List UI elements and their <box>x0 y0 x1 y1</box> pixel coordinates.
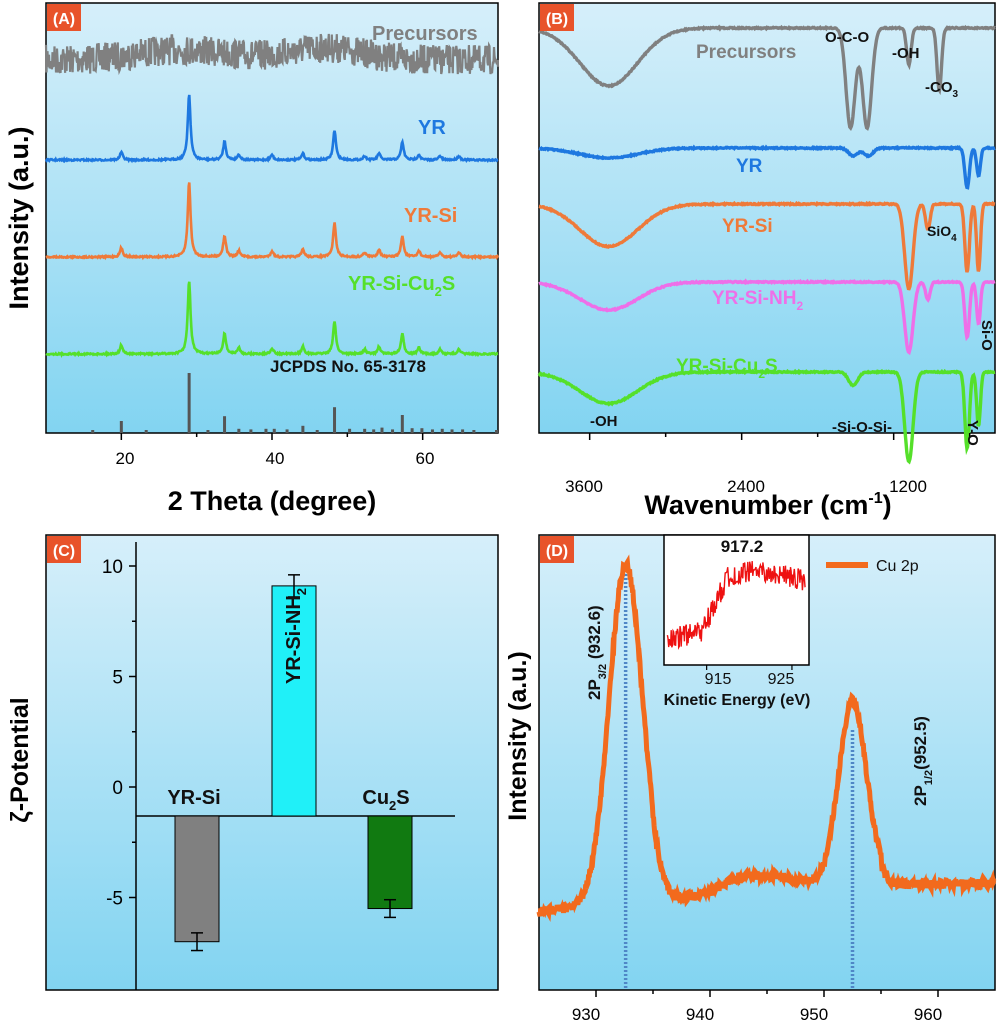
c-ytick-label: 10 <box>102 557 123 578</box>
d-xtick-950: 950 <box>800 1005 828 1024</box>
label-b-oco: O-C-O <box>825 29 869 46</box>
series-a-yr <box>44 94 499 164</box>
series-b-yr-si-nh2 <box>538 278 996 356</box>
panel-b-badge: (B) <box>546 11 568 28</box>
inset-series <box>666 561 806 650</box>
label-b-precursors: Precursors <box>696 42 796 63</box>
panel-a-ticks <box>120 433 424 440</box>
label-c-yr-si: YR-Si <box>167 787 220 809</box>
b-xtick-1200: 1200 <box>889 477 927 496</box>
c-ytick-label: -5 <box>106 889 123 910</box>
d-xtick-940: 940 <box>686 1005 714 1024</box>
inset-xtick-925: 925 <box>768 671 795 688</box>
a-xtick-40: 40 <box>266 449 285 468</box>
inset-xlabel: Kinetic Energy (eV) <box>664 692 811 709</box>
series-b-yr <box>538 144 996 190</box>
panel-a-plot-area <box>45 2 499 434</box>
label-c-nh2: YR-Si-NH2 <box>283 588 309 684</box>
label-d-peak2: 2P1/2(952.5) <box>911 716 935 806</box>
label-a-jcpds: JCPDS No. 65-3178 <box>270 357 426 376</box>
label-a-precursors: Precursors <box>372 23 478 45</box>
d-xtick-930: 930 <box>572 1005 600 1024</box>
a-ylabel: Intensity (a.u.) <box>4 126 34 309</box>
legend-cu2p: Cu 2p <box>876 558 919 575</box>
label-a-yr-si-cu2s: YR-Si-Cu2S <box>348 273 455 299</box>
c-ytick-label: 5 <box>112 668 123 689</box>
panel-b-ticks <box>588 433 971 440</box>
d-xtick-960: 960 <box>914 1005 942 1024</box>
series-a-yr-si-cu2s <box>45 281 499 358</box>
label-b-nh2: YR-Si-NH2 <box>712 288 803 313</box>
panel-d: (D) Cu 2p 2P3/2 (932.6) 2P1/2(952.5) 917… <box>504 534 997 1024</box>
label-a-yr-si: YR-Si <box>404 205 457 227</box>
d-ylabel: Intensity (a.u.) <box>504 651 532 820</box>
inset-curve <box>666 561 806 670</box>
panel-d-inset: 917.2 915 925 Kinetic Energy (eV) <box>663 534 811 709</box>
panel-a-badge-bg <box>47 4 81 31</box>
panel-c: 10 5 0 -5 (C) YR-Si YR-Si-NH2 Cu2S ζ-Potent… <box>6 534 499 991</box>
panel-b-plot-area <box>538 2 996 434</box>
a-xtick-20: 20 <box>116 449 135 468</box>
c-ytick-label: 0 <box>112 778 123 799</box>
series-b-precursors <box>538 24 996 131</box>
label-b-yo: Y-O <box>964 420 981 446</box>
label-b-sio: Si-O <box>978 320 995 351</box>
bar-1 <box>271 585 317 817</box>
label-b-cu2s: YR-Si-Cu2S <box>676 356 778 381</box>
inset-xtick-915: 915 <box>705 671 732 688</box>
panel-d-badge: (D) <box>546 543 568 560</box>
label-b-co3: -CO3 <box>925 79 959 100</box>
series-d-cu2p <box>536 554 997 923</box>
panel-d-badge-bg <box>540 536 574 563</box>
series-b-yr-si <box>538 200 996 291</box>
label-b-yr-si: YR-Si <box>722 216 773 237</box>
label-b-sio4: SiO4 <box>927 223 957 244</box>
label-b-oh-top: -OH <box>892 45 920 62</box>
c-ylabel: ζ-Potential <box>6 697 34 822</box>
panel-b-badge-bg <box>540 4 574 31</box>
series-b-yr-si-cu2s <box>537 368 996 465</box>
b-xtick-3600: 3600 <box>565 477 603 496</box>
inset-frame <box>663 534 810 666</box>
label-b-oh-bottom: -OH <box>590 413 618 430</box>
panel-d-ticks <box>595 990 939 997</box>
panel-b: (B) Precursors O-C-O -OH -CO3 YR YR-Si S… <box>537 2 996 520</box>
panel-a: (A) Precursors YR YR-Si YR-Si-Cu2S JCPDS… <box>4 2 500 516</box>
label-c-cu2s: Cu2S <box>362 787 409 813</box>
panel-c-badge-bg <box>47 536 81 563</box>
panel-b-curves <box>537 24 996 465</box>
panel-a-badge: (A) <box>53 11 75 28</box>
inset-peak-label: 917.2 <box>721 537 764 556</box>
panel-c-bars <box>174 574 413 952</box>
panel-a-curves <box>44 33 500 433</box>
bar-2 <box>367 815 413 910</box>
label-b-siosi: -Si-O-Si- <box>832 419 892 436</box>
a-xtick-60: 60 <box>416 449 435 468</box>
label-b-yr: YR <box>736 156 763 177</box>
label-a-yr: YR <box>418 117 446 139</box>
series-a-precursors <box>44 33 500 76</box>
panel-d-curve <box>536 554 997 990</box>
series-a-yr-si <box>45 182 500 261</box>
b-xtick-2400: 2400 <box>727 477 765 496</box>
a-xlabel: 2 Theta (degree) <box>168 486 377 516</box>
label-d-peak1: 2P3/2 (932.6) <box>585 605 609 700</box>
b-xlabel: Wavenumber (cm-1) <box>644 490 891 520</box>
panel-c-badge: (C) <box>53 543 75 560</box>
bar-0 <box>174 815 220 943</box>
